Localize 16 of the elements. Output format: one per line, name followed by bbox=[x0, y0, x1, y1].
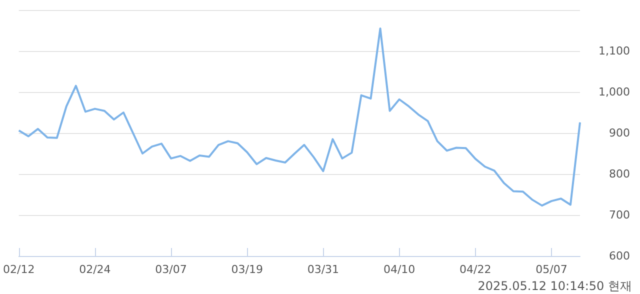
x-tick-label: 03/19 bbox=[231, 263, 263, 276]
y-tick-label: 1,000 bbox=[598, 86, 630, 98]
x-tick-label: 05/07 bbox=[536, 263, 568, 276]
x-tick-label: 02/12 bbox=[3, 263, 35, 276]
x-tick-label: 04/10 bbox=[383, 263, 416, 276]
y-tick-label: 700 bbox=[609, 208, 630, 222]
x-tick-label: 04/22 bbox=[460, 263, 492, 276]
x-tick-label: 03/07 bbox=[155, 263, 187, 276]
y-tick-label: 1,100 bbox=[598, 44, 630, 58]
x-tick-label: 03/31 bbox=[307, 263, 340, 276]
line-series bbox=[18, 27, 581, 207]
text: 2025.05.12 10:14:50 현재 bbox=[478, 279, 632, 293]
y-tick-label: 900 bbox=[609, 126, 630, 140]
x-tick-label: 02/24 bbox=[79, 263, 111, 276]
y-tick-label: 800 bbox=[609, 168, 630, 180]
y-tick-label: 600 bbox=[609, 250, 630, 262]
